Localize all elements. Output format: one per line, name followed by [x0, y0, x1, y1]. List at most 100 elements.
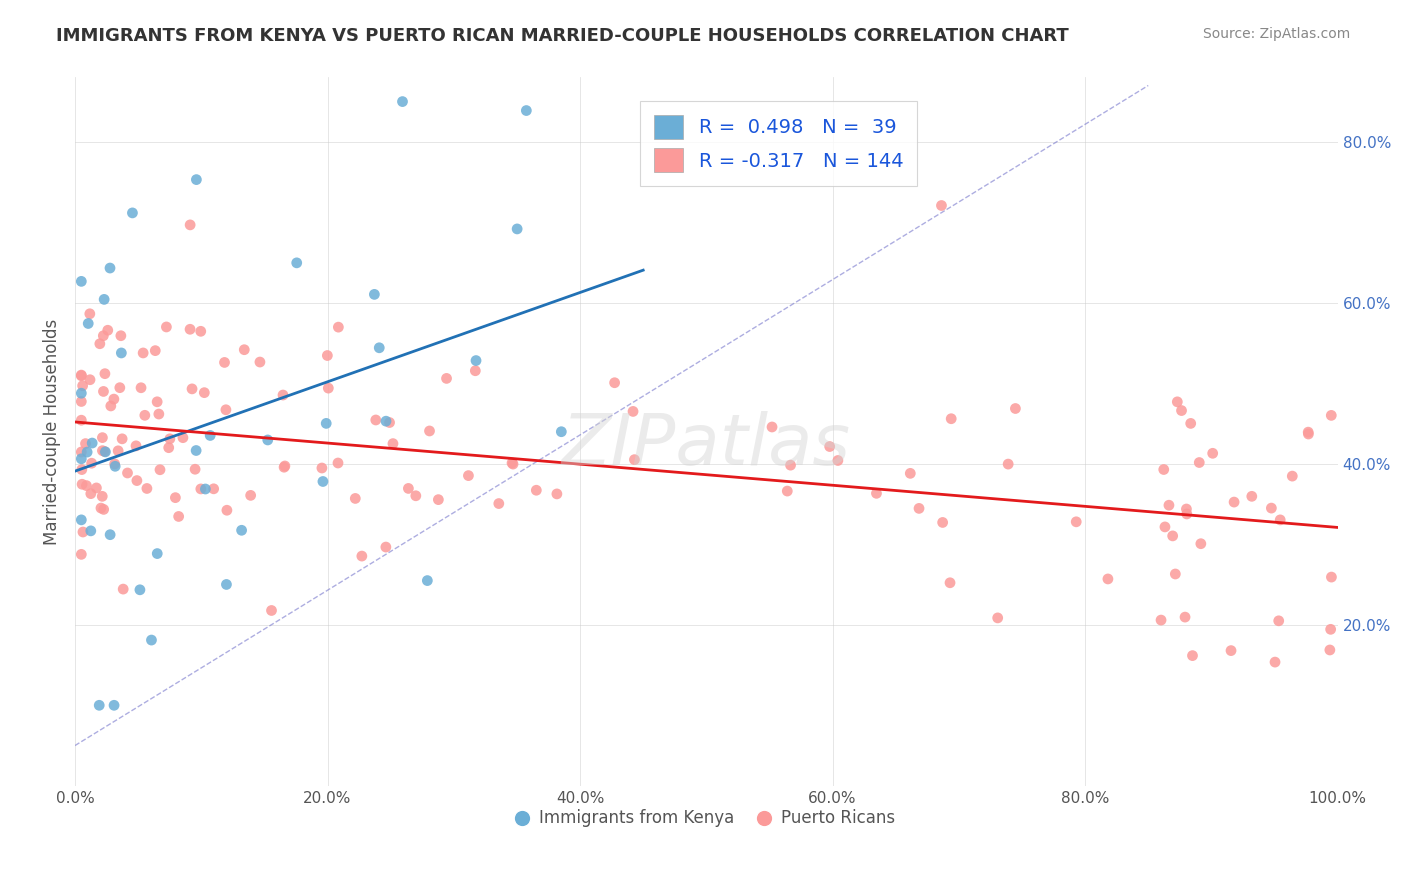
Point — [457, 468, 479, 483]
Point — [1320, 570, 1343, 584]
Point — [117, 466, 139, 480]
Point — [91, 431, 114, 445]
Point — [1296, 425, 1319, 439]
Point — [1064, 515, 1087, 529]
Point — [80, 456, 103, 470]
Point — [1174, 610, 1197, 624]
Point — [70, 462, 93, 476]
Point — [1153, 462, 1175, 476]
Point — [1319, 643, 1341, 657]
Point — [98, 261, 121, 276]
Point — [1188, 456, 1211, 470]
Y-axis label: Married-couple Households: Married-couple Households — [44, 318, 60, 545]
Point — [70, 368, 93, 383]
Point — [524, 483, 547, 498]
Point — [256, 433, 278, 447]
Point — [79, 373, 101, 387]
Point — [623, 452, 645, 467]
Point — [363, 287, 385, 301]
Point — [997, 457, 1019, 471]
Point — [898, 467, 921, 481]
Point — [70, 274, 93, 288]
Point — [86, 481, 108, 495]
Point — [94, 445, 117, 459]
Point — [121, 206, 143, 220]
Point — [103, 698, 125, 713]
Point — [416, 574, 439, 588]
Point — [550, 425, 572, 439]
Point — [82, 436, 104, 450]
Point — [80, 486, 103, 500]
Point — [328, 320, 350, 334]
Point — [271, 388, 294, 402]
Point — [1223, 495, 1246, 509]
Point — [76, 445, 98, 459]
Point — [1004, 401, 1026, 416]
Point — [1189, 537, 1212, 551]
Point — [172, 431, 194, 445]
Point — [1281, 469, 1303, 483]
Point — [939, 575, 962, 590]
Point — [98, 527, 121, 541]
Point — [70, 513, 93, 527]
Point — [70, 477, 93, 491]
Point — [779, 458, 801, 472]
Point — [165, 491, 187, 505]
Point — [1166, 394, 1188, 409]
Point — [215, 503, 238, 517]
Point — [378, 416, 401, 430]
Text: IMMIGRANTS FROM KENYA VS PUERTO RICAN MARRIED-COUPLE HOUSEHOLDS CORRELATION CHAR: IMMIGRANTS FROM KENYA VS PUERTO RICAN MA… — [56, 27, 1069, 45]
Point — [148, 407, 170, 421]
Point — [488, 497, 510, 511]
Point — [179, 218, 201, 232]
Point — [70, 394, 93, 409]
Point — [70, 368, 93, 383]
Point — [149, 463, 172, 477]
Point — [501, 456, 523, 470]
Point — [260, 603, 283, 617]
Point — [375, 414, 398, 428]
Point — [1240, 489, 1263, 503]
Point — [91, 443, 114, 458]
Point — [202, 482, 225, 496]
Point — [1157, 498, 1180, 512]
Point — [159, 432, 181, 446]
Point — [941, 411, 963, 425]
Point — [776, 484, 799, 499]
Point — [318, 381, 340, 395]
Point — [125, 474, 148, 488]
Point — [603, 376, 626, 390]
Point — [1270, 513, 1292, 527]
Point — [239, 488, 262, 502]
Point — [111, 432, 134, 446]
Point — [215, 402, 238, 417]
Point — [193, 385, 215, 400]
Point — [143, 343, 166, 358]
Point — [110, 346, 132, 360]
Point — [546, 487, 568, 501]
Point — [157, 441, 180, 455]
Point — [427, 492, 450, 507]
Point — [1097, 572, 1119, 586]
Point — [103, 392, 125, 406]
Text: Source: ZipAtlas.com: Source: ZipAtlas.com — [1202, 27, 1350, 41]
Point — [1175, 507, 1198, 521]
Point — [368, 341, 391, 355]
Point — [761, 420, 783, 434]
Point — [75, 478, 97, 492]
Point — [93, 502, 115, 516]
Point — [274, 458, 297, 473]
Point — [1319, 623, 1341, 637]
Point — [1161, 529, 1184, 543]
Point — [231, 523, 253, 537]
Point — [75, 436, 97, 450]
Point — [515, 103, 537, 118]
Point — [214, 355, 236, 369]
Point — [93, 444, 115, 458]
Point — [1298, 427, 1320, 442]
Point — [198, 428, 221, 442]
Point — [141, 633, 163, 648]
Point — [135, 482, 157, 496]
Point — [316, 349, 339, 363]
Point — [381, 436, 404, 450]
